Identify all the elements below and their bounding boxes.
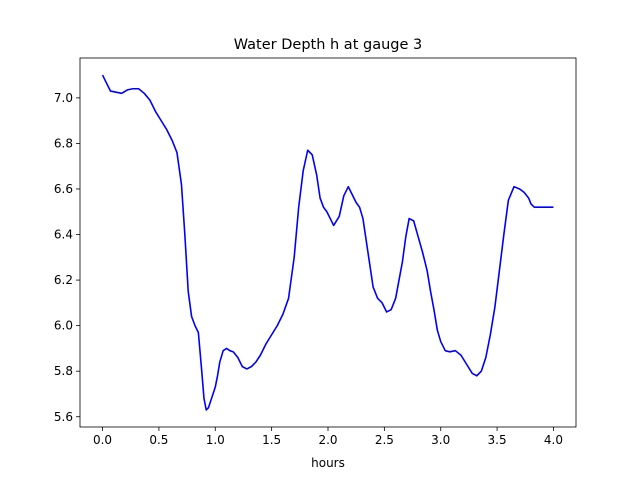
y-tick-label: 5.8 [54,364,73,378]
y-tick-label: 6.2 [54,273,73,287]
x-tick-label: 1.0 [206,433,225,447]
y-tick-label: 7.0 [54,91,73,105]
x-axis-label: hours [311,456,345,470]
y-tick-label: 5.6 [54,410,73,424]
y-tick-label: 6.6 [54,182,73,196]
x-tick-label: 4.0 [544,433,563,447]
x-tick-label: 0.0 [93,433,112,447]
series-line-0 [101,74,554,411]
y-tick-label: 6.0 [54,319,73,333]
x-tick-label: 3.0 [431,433,450,447]
x-tick-label: 1.5 [262,433,281,447]
chart-title: Water Depth h at gauge 3 [234,37,422,53]
x-tick-label: 2.5 [375,433,394,447]
x-tick-label: 3.5 [488,433,507,447]
y-tick-label: 6.8 [54,136,73,150]
y-tick-label: 6.4 [54,228,73,242]
plot-area: 0.0 0.5 1.0 1.5 2.0 2.5 3.0 3.5 4.0 5.6 5.8 6.0 6.2 6… [54,57,577,447]
x-tick-label: 0.5 [149,433,168,447]
x-tick-label: 2.0 [318,433,337,447]
